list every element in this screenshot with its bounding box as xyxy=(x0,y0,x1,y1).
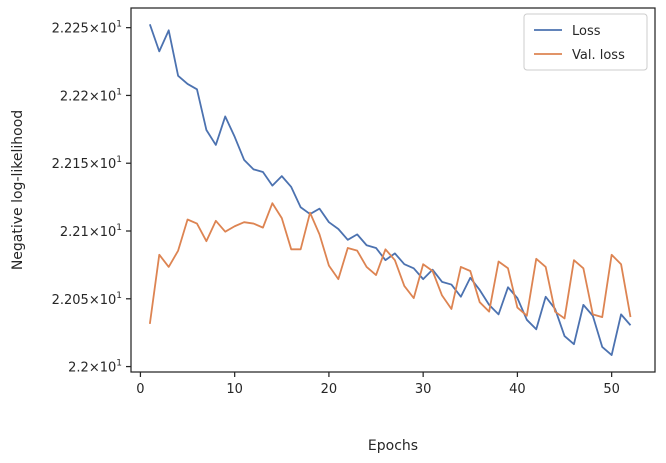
series-line-1 xyxy=(148,202,632,324)
y-tick-label: 2.21×101 xyxy=(60,223,122,240)
x-tick-label: 50 xyxy=(603,382,620,397)
legend: Loss Val. loss xyxy=(523,13,648,71)
x-tick-label: 40 xyxy=(509,382,526,397)
x-axis: 0 10 20 30 40 50 xyxy=(136,372,620,397)
y-tick-label: 2.215×101 xyxy=(52,155,122,172)
legend-label-val-loss: Val. loss xyxy=(572,48,625,63)
x-tick-label: 0 xyxy=(136,382,144,397)
x-tick-label: 20 xyxy=(321,382,338,397)
y-axis: 2.2×101 2.205×101 2.21×101 2.215×101 2.22×10… xyxy=(52,20,131,376)
legend-label-loss: Loss xyxy=(572,24,601,39)
x-tick-label: 30 xyxy=(415,382,432,397)
x-tick-label: 10 xyxy=(226,382,243,397)
x-axis-label: Epochs xyxy=(368,438,418,454)
y-tick-label: 2.225×101 xyxy=(52,20,122,37)
legend-box xyxy=(523,13,648,71)
series-line-0 xyxy=(148,23,632,356)
y-axis-label: Negative log-likelihood xyxy=(10,110,26,270)
plot-frame xyxy=(130,7,656,373)
y-tick-label: 2.2×101 xyxy=(68,359,122,376)
y-tick-label: 2.22×101 xyxy=(60,87,122,104)
y-tick-label: 2.205×101 xyxy=(52,291,122,308)
series-layer xyxy=(148,23,632,356)
